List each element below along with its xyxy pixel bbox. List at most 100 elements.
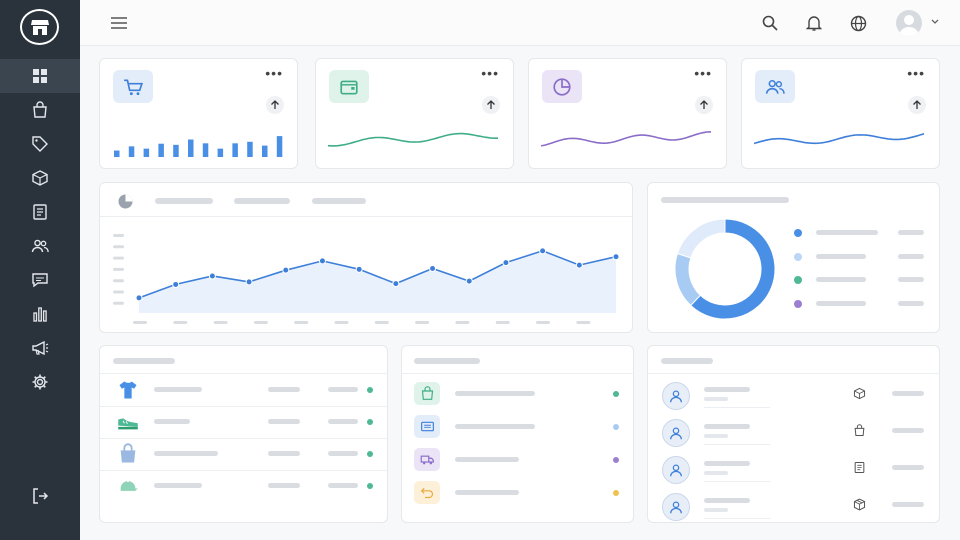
chart-tab-placeholder[interactable] — [312, 198, 366, 204]
order-status-dot — [613, 490, 619, 496]
menu-toggle-button[interactable] — [108, 12, 130, 34]
more-options-icon[interactable]: ••• — [907, 65, 925, 81]
sidebar-item-grid[interactable] — [0, 59, 80, 93]
stat-icon-badge — [329, 70, 369, 103]
stat-icon-badge — [542, 70, 582, 103]
chart-point[interactable] — [465, 277, 473, 285]
chart-point[interactable] — [318, 257, 326, 265]
more-options-icon[interactable]: ••• — [265, 65, 283, 81]
product-thumbnail[interactable] — [114, 410, 142, 434]
x-tick-label — [133, 321, 147, 324]
stat-card: ••• — [315, 58, 514, 169]
user-avatar[interactable] — [896, 10, 922, 36]
chart-point[interactable] — [392, 280, 400, 288]
trend-up-icon — [695, 96, 713, 114]
x-tick-label — [334, 321, 349, 324]
order-status-dot — [613, 424, 619, 430]
legend-swatch — [794, 252, 802, 261]
status-dot — [367, 451, 373, 457]
notifications-button[interactable] — [803, 12, 825, 34]
chart-point[interactable] — [208, 272, 216, 280]
grid-icon — [33, 69, 47, 83]
more-options-icon[interactable]: ••• — [481, 65, 499, 81]
chart-point[interactable] — [429, 264, 437, 272]
stat-icon-badge — [755, 70, 795, 103]
chart-point[interactable] — [282, 266, 290, 274]
sidebar-item-megaphone[interactable] — [0, 331, 80, 365]
sidebar-item-users[interactable] — [0, 229, 80, 263]
chart-point[interactable] — [245, 278, 253, 286]
language-button[interactable] — [847, 12, 869, 34]
legend-label — [816, 230, 878, 235]
customer-action[interactable] — [853, 424, 866, 442]
sidebar-item-tag[interactable] — [0, 127, 80, 161]
product-name — [154, 451, 218, 456]
logout-button[interactable] — [0, 479, 80, 513]
donut-segment[interactable] — [674, 252, 702, 307]
chart-point[interactable] — [539, 247, 547, 255]
search-button[interactable] — [759, 12, 781, 34]
product-thumbnail[interactable] — [114, 378, 142, 402]
customer-action[interactable] — [853, 387, 866, 405]
customer-value — [892, 428, 924, 433]
sidebar-item-settings[interactable] — [0, 365, 80, 399]
order-status-dot — [613, 457, 619, 463]
chart-tab-placeholder[interactable] — [234, 198, 290, 204]
sidebar-item-box[interactable] — [0, 161, 80, 195]
customer-avatar[interactable] — [662, 456, 690, 484]
chart-point[interactable] — [172, 280, 180, 288]
chart-point[interactable] — [502, 259, 510, 267]
trend-up-icon — [266, 96, 284, 114]
bar-chart-icon — [33, 307, 47, 322]
sparkline-line — [328, 132, 498, 147]
product-thumbnail[interactable] — [114, 474, 142, 498]
globe-icon — [850, 15, 866, 31]
customer-action[interactable] — [853, 461, 866, 479]
tshirt-icon — [119, 381, 137, 399]
pie-icon — [553, 77, 571, 96]
top-products-card — [99, 345, 388, 523]
product-name — [154, 419, 190, 424]
product-thumbnail[interactable] — [114, 442, 142, 466]
chart-point[interactable] — [135, 294, 143, 302]
order-description — [455, 457, 519, 462]
chevron-down-icon[interactable] — [931, 19, 939, 25]
sidebar-item-document[interactable] — [0, 195, 80, 229]
chat-icon — [32, 273, 48, 288]
sparkline-bar — [232, 143, 238, 157]
stat-sparkline — [328, 132, 498, 147]
bell-icon — [806, 16, 822, 31]
donut-segment[interactable] — [676, 218, 726, 259]
card-title-placeholder — [113, 358, 175, 364]
sidebar-item-chat[interactable] — [0, 263, 80, 297]
chart-tab-placeholder[interactable] — [155, 198, 213, 204]
box-icon — [32, 170, 48, 186]
sidebar-item-shopping-bag[interactable] — [0, 93, 80, 127]
store-logo[interactable] — [20, 9, 59, 45]
package-icon — [853, 498, 866, 511]
more-options-icon[interactable]: ••• — [694, 65, 712, 81]
user-icon — [670, 464, 682, 477]
chart-point[interactable] — [575, 261, 583, 269]
customer-name — [704, 387, 750, 392]
customer-avatar[interactable] — [662, 493, 690, 521]
y-tick-label — [113, 290, 124, 294]
megaphone-icon — [32, 340, 49, 356]
chart-point[interactable] — [612, 253, 620, 261]
sparkline-bar — [128, 146, 135, 157]
legend-label — [816, 300, 866, 306]
customer-avatar[interactable] — [662, 382, 690, 410]
order-type-icon-badge — [414, 448, 440, 471]
sparkline-bar — [188, 139, 194, 157]
y-tick-label — [113, 234, 124, 237]
store-icon — [30, 20, 49, 35]
sidebar-item-bar-chart[interactable] — [0, 297, 80, 331]
chart-point[interactable] — [355, 265, 363, 273]
donut-segment[interactable] — [690, 218, 776, 320]
sparkline-bar — [247, 141, 253, 157]
product-metric — [268, 387, 300, 392]
card-title-placeholder — [414, 358, 480, 364]
customer-avatar[interactable] — [662, 419, 690, 447]
legend-value — [898, 230, 924, 235]
customer-action[interactable] — [853, 498, 866, 516]
